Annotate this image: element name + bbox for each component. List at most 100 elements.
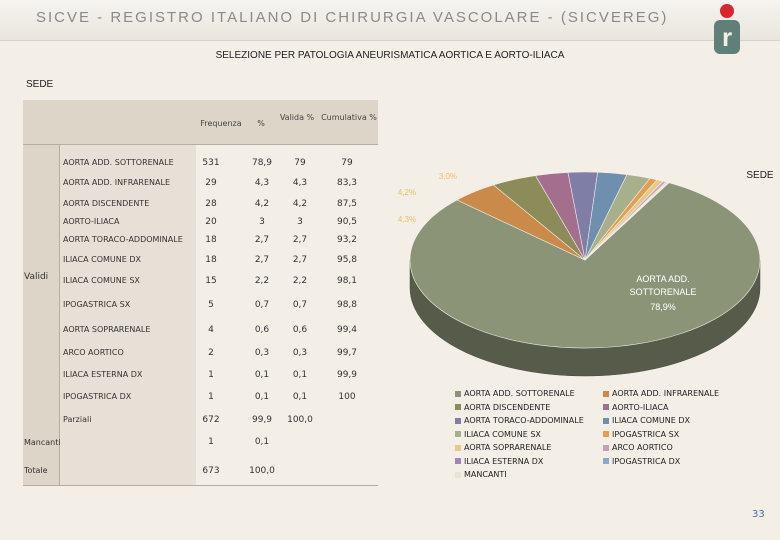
legend-label: AORTO-ILIACA xyxy=(612,402,669,412)
row-pct: 78,9 xyxy=(251,158,273,168)
row-valid: 2,2 xyxy=(292,276,308,286)
pie-slice-0 xyxy=(409,182,761,349)
legend-item: ILIACA ESTERNA DX xyxy=(455,457,543,466)
legend-item: ARCO AORTICO xyxy=(603,443,673,452)
row-pct: 99,9 xyxy=(251,415,273,425)
legend-swatch xyxy=(603,431,609,437)
total-freq: 673 xyxy=(202,466,220,476)
header-banner: SICVE - REGISTRO ITALIANO DI CHIRURGIA V… xyxy=(0,0,780,41)
legend-swatch xyxy=(455,458,461,464)
sicve-logo: r xyxy=(714,4,740,54)
legend-item: AORTA TORACO-ADDOMINALE xyxy=(455,416,584,425)
missing-pct: 0,1 xyxy=(254,437,270,447)
row-pct: 0,6 xyxy=(254,325,270,335)
legend-item: AORTA DISCENDENTE xyxy=(455,403,550,412)
pie-main-label-pct: 78,9% xyxy=(650,302,676,312)
logo-letter: r xyxy=(722,22,732,52)
row-cum: 93,2 xyxy=(336,235,358,245)
legend-item: AORTO-ILIACA xyxy=(603,403,668,412)
row-cum: 99,4 xyxy=(336,325,358,335)
legend-label: ILIACA COMUNE DX xyxy=(612,416,690,425)
pie-label-small: 4,2% xyxy=(398,188,416,197)
legend-item: ILIACA COMUNE DX xyxy=(603,416,690,425)
row-label: IPOGASTRICA SX xyxy=(63,300,131,309)
row-label: AORTA ADD. INFRARENALE xyxy=(63,178,170,187)
registry-title: SICVE - REGISTRO ITALIANO DI CHIRURGIA V… xyxy=(36,9,669,26)
legend-item: ILIACA COMUNE SX xyxy=(455,430,541,439)
legend-swatch xyxy=(455,431,461,437)
row-pct: 0,1 xyxy=(254,392,270,402)
row-pct: 2,7 xyxy=(254,235,270,245)
row-freq: 18 xyxy=(205,235,217,245)
row-freq: 20 xyxy=(205,217,217,227)
legend-label: IPOGASTRICA SX xyxy=(612,429,680,439)
legend-swatch xyxy=(603,444,609,451)
header-percent: % xyxy=(257,119,265,128)
row-valid: 2,7 xyxy=(292,235,308,245)
row-cum: 99,7 xyxy=(336,348,358,358)
section-label: SEDE xyxy=(26,79,54,90)
page-number: 33 xyxy=(752,509,765,520)
legend-label: ILIACA COMUNE SX xyxy=(464,429,541,439)
pie-main-label-line1: AORTA ADD. xyxy=(636,274,689,284)
row-pct: 0,3 xyxy=(254,348,270,358)
row-label: ILIACA COMUNE DX xyxy=(63,255,141,264)
legend-label: ARCO AORTICO xyxy=(612,443,673,452)
legend-item: IPOGASTRICA SX xyxy=(603,430,679,439)
row-freq: 672 xyxy=(202,415,220,425)
legend-label: AORTA ADD. SOTTORENALE xyxy=(464,389,575,398)
group-valid-label: Validi xyxy=(24,272,49,282)
row-pct: 2,7 xyxy=(254,255,270,265)
row-freq: 5 xyxy=(208,300,214,310)
legend-swatch xyxy=(603,417,609,424)
legend-item: AORTA ADD. SOTTORENALE xyxy=(455,389,575,398)
row-pct: 4,3 xyxy=(254,178,270,188)
row-freq: 29 xyxy=(205,178,217,188)
row-valid: 0,1 xyxy=(292,392,308,402)
group-missing-label: Mancanti xyxy=(24,438,61,447)
row-pct: 4,2 xyxy=(254,199,270,209)
row-label: Parziali xyxy=(63,415,92,424)
legend-item: AORTA SOPRARENALE xyxy=(455,443,551,452)
row-cum: 98,1 xyxy=(336,276,358,286)
frequency-table: Frequenza % Valida % Cumulativa % AORTA … xyxy=(23,100,378,486)
row-valid: 4,2 xyxy=(292,199,308,209)
legend-label: AORTA ADD. INFRARENALE xyxy=(612,389,719,398)
legend-label: ILIACA ESTERNA DX xyxy=(464,456,544,466)
legend-label: AORTA DISCENDENTE xyxy=(464,402,551,412)
row-freq: 28 xyxy=(205,199,217,209)
legend-swatch xyxy=(455,471,461,478)
row-freq: 4 xyxy=(208,325,214,335)
row-valid: 4,3 xyxy=(292,178,308,188)
row-cum: 87,5 xyxy=(336,199,358,209)
row-pct: 0,7 xyxy=(254,300,270,310)
legend-swatch xyxy=(455,404,461,410)
row-pct: 2,2 xyxy=(254,276,270,286)
row-label: AORTA DISCENDENTE xyxy=(63,199,150,208)
header-valid-percent: Valida % xyxy=(279,113,315,122)
row-cum: 99,9 xyxy=(336,370,358,380)
header-frequenza: Frequenza xyxy=(200,119,242,128)
legend-label: AORTA TORACO-ADDOMINALE xyxy=(464,416,584,425)
row-pct: 3 xyxy=(259,217,265,227)
row-label: IPOGASTRICA DX xyxy=(63,392,132,401)
row-cum: 79 xyxy=(341,158,353,168)
header-divider xyxy=(23,144,378,145)
legend-item: IPOGASTRICA DX xyxy=(603,457,680,466)
row-freq: 531 xyxy=(202,158,220,168)
missing-freq: 1 xyxy=(208,437,214,447)
logo-dot xyxy=(720,4,734,18)
page-subtitle: SELEZIONE PER PATOLOGIA ANEURISMATICA AO… xyxy=(215,50,565,61)
pie-chart: SEDE AORTA ADD. SOTTORENALE 78,9% 4,3% 4,2% 3,… xyxy=(398,170,774,377)
row-freq: 15 xyxy=(205,276,217,286)
row-cum: 98,8 xyxy=(336,300,358,310)
row-cum: 95,8 xyxy=(336,255,358,265)
row-label: ILIACA COMUNE SX xyxy=(63,276,140,285)
row-label: ARCO AORTICO xyxy=(63,348,124,357)
legend-swatch xyxy=(603,390,609,397)
row-label: AORTA TORACO-ADDOMINALE xyxy=(63,235,183,244)
group-divider xyxy=(59,144,60,485)
row-valid: 79 xyxy=(294,158,306,168)
group-column-bg xyxy=(23,144,59,485)
pie-label-small: 4,3% xyxy=(398,215,416,224)
